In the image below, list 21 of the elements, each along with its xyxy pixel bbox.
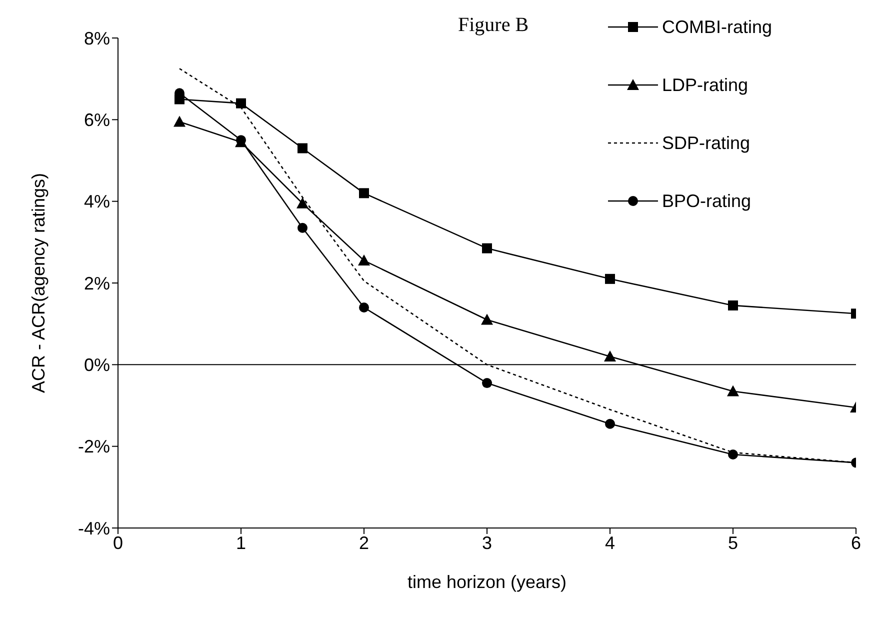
y-tick-label: 0% bbox=[84, 355, 110, 376]
x-tick-label: 6 bbox=[850, 532, 862, 553]
x-tick-label: 0 bbox=[112, 532, 124, 553]
y-tick-label: 2% bbox=[84, 273, 110, 294]
x-tick-label: 2 bbox=[358, 532, 370, 553]
x-tick-label: 1 bbox=[236, 532, 246, 553]
x-axis-title: time horizon (years) bbox=[407, 572, 567, 592]
y-tick-label: -4% bbox=[78, 518, 110, 538]
y-tick-label: 8% bbox=[84, 28, 110, 48]
legend-label: LDP-rating bbox=[662, 74, 748, 96]
y-axis-title: ACR - ACR(agency ratings) bbox=[28, 172, 48, 394]
legend-label: BPO-rating bbox=[662, 190, 752, 212]
x-tick-label: 3 bbox=[482, 532, 492, 553]
legend-label: COMBI-rating bbox=[662, 16, 772, 38]
y-tick-label: 6% bbox=[84, 110, 110, 130]
legend-label: SDP-rating bbox=[662, 132, 750, 154]
x-tick-label: 4 bbox=[604, 532, 616, 553]
x-tick-label: 5 bbox=[728, 532, 738, 553]
y-tick-label: 4% bbox=[84, 192, 110, 212]
y-tick-label: -2% bbox=[78, 436, 110, 457]
chart-title: Figure B bbox=[458, 14, 529, 37]
